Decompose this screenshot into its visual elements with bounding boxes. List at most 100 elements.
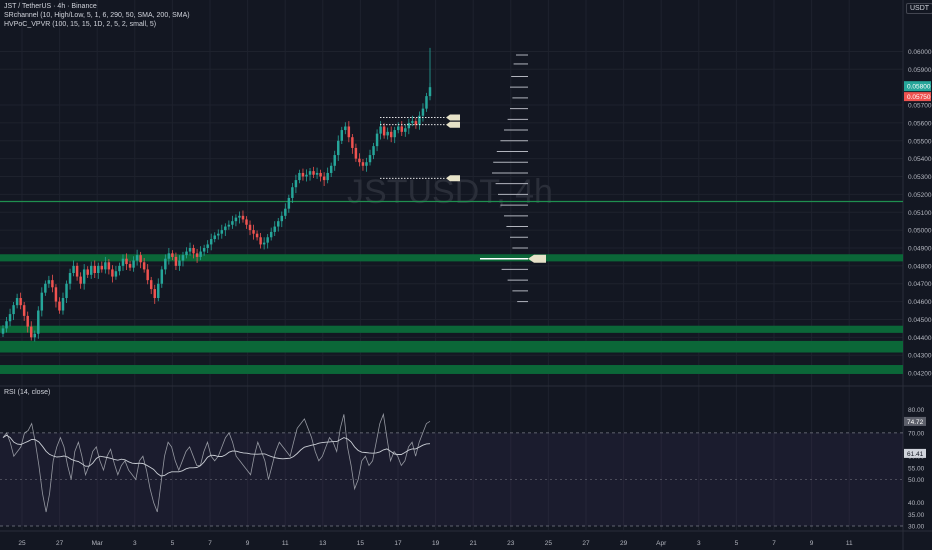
candle-body (181, 255, 185, 261)
candle-body (19, 298, 22, 306)
rsi-line (2, 412, 431, 513)
price-axis-label: 0.05900 (908, 67, 932, 74)
currency-badge[interactable]: USDT (906, 3, 932, 14)
symbol-title[interactable]: JST / TetherUS · 4h · Binance (4, 3, 97, 10)
rsi-axis-label: 30.00 (908, 524, 925, 531)
rsi-pane[interactable] (0, 412, 903, 527)
candle-body (266, 237, 269, 243)
candle-body (192, 247, 195, 254)
volume-profile (480, 54, 546, 303)
candle-body (97, 265, 100, 274)
price-axis[interactable]: 0.06000 0.05900 0.05700 0.05600 0.05500 0.054… (904, 49, 932, 378)
price-axis-label: 0.05000 (908, 228, 932, 235)
candle-body (118, 265, 121, 272)
candle-body (400, 126, 404, 132)
candle-body (241, 215, 245, 220)
candle-body (227, 224, 231, 227)
candle-body (12, 305, 15, 315)
price-axis-label: 0.04400 (908, 335, 932, 342)
candle-body (248, 224, 252, 231)
candle-body (51, 280, 54, 288)
indicator-vpvr-label[interactable]: HVPoC_VPVR (100, 15, 15, 1D, 2, 5, 2, sm… (4, 21, 157, 28)
rsi-axis-label: 80.00 (908, 407, 925, 414)
candle-body (382, 126, 386, 136)
price-candles[interactable] (1, 47, 432, 342)
time-axis-label: 7 (208, 540, 212, 547)
price-axis-label: 0.04300 (908, 353, 932, 360)
candle-body (72, 265, 75, 274)
time-axis-label: 21 (470, 540, 478, 547)
price-axis-label: 0.04500 (908, 317, 932, 324)
time-axis-label: 29 (620, 540, 628, 547)
candle-body (37, 310, 40, 334)
candle-body (139, 255, 142, 263)
candle-body (319, 172, 322, 177)
candle-body (142, 262, 146, 270)
time-axis[interactable]: 25 27 Mar 3 5 7 9 11 13 15 17 19 21 23 25 27 29 Apr 3 5 7 9 11 (18, 540, 853, 547)
candle-body (386, 131, 389, 136)
candle-body (5, 321, 8, 329)
candle-body (262, 242, 266, 245)
candle-body (93, 265, 96, 274)
candle-body (217, 233, 220, 236)
candle-body (277, 221, 280, 227)
rsi-value-tag (904, 416, 926, 426)
hvpoc-tag (446, 175, 460, 182)
candle-body (40, 292, 44, 311)
candle-body (280, 215, 284, 222)
candle-body (284, 208, 287, 216)
candle-body (344, 126, 347, 131)
candle-body (206, 244, 209, 248)
rsi-axis-label: 35.00 (908, 512, 925, 519)
candle-body (111, 269, 114, 277)
time-axis-label: 25 (18, 540, 26, 547)
last-price-text: 0.05800 (907, 84, 931, 91)
candle-body (1, 328, 5, 334)
candle-body (15, 298, 19, 306)
candle-body (135, 255, 139, 261)
candle-body (347, 126, 351, 138)
time-axis-label: 17 (394, 540, 402, 547)
rsi-ma-value-text: 61.41 (907, 451, 924, 458)
candle-body (322, 176, 326, 181)
price-axis-label: 0.05400 (908, 156, 932, 163)
candle-body (393, 130, 396, 138)
time-axis-label: 9 (246, 540, 250, 547)
candle-body (199, 251, 202, 257)
rsi-value-text: 74.72 (907, 419, 924, 426)
candle-body (315, 172, 319, 175)
price-axis-label: 0.04600 (908, 299, 932, 306)
candle-body (26, 315, 29, 327)
candle-body (298, 172, 301, 181)
time-axis-label: 25 (545, 540, 553, 547)
candle-body (146, 269, 149, 281)
time-axis-label: 5 (171, 540, 175, 547)
candle-body (389, 131, 393, 138)
time-axis-label: 23 (507, 540, 515, 547)
hvpoc-markers (380, 114, 460, 182)
candle-body (213, 235, 216, 240)
candle-body (273, 226, 276, 232)
indicator-srchannel-label[interactable]: SRchannel (10, High/Low, 5, 1, 6, 290, 5… (4, 12, 190, 19)
price-axis-label: 0.04700 (908, 281, 932, 288)
candle-body (326, 172, 329, 181)
candle-body (397, 126, 400, 131)
candle-body (58, 301, 61, 311)
candle-body (354, 147, 358, 159)
candle-body (340, 130, 344, 141)
price-axis-label: 0.05300 (908, 174, 932, 181)
candle-body (185, 251, 188, 256)
second-price-text: 0.05750 (907, 94, 931, 101)
candle-body (174, 256, 178, 266)
time-axis-label: 27 (56, 540, 64, 547)
candle-body (269, 231, 273, 238)
time-axis-label: Mar (92, 540, 104, 547)
rsi-indicator-label[interactable]: RSI (14, close) (4, 389, 51, 396)
candle-body (245, 219, 248, 225)
candle-body (358, 158, 361, 163)
candle-body (22, 305, 26, 316)
candle-body (125, 258, 128, 265)
rsi-axis-label: 55.00 (908, 465, 925, 472)
candle-body (301, 172, 305, 177)
